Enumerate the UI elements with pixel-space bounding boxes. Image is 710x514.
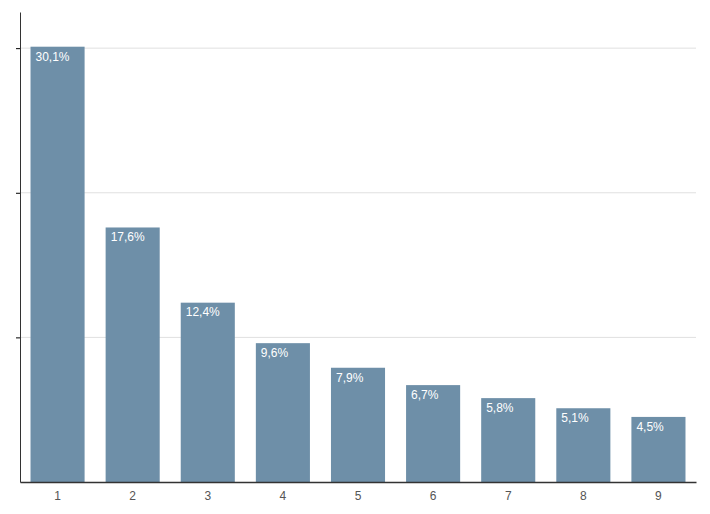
chart: 1 2 3 4 5 6 7 8 9 30,1% 17,6% 12,4% 9,6% 7,9% 6,7% 5,8%… [0, 0, 710, 514]
x-tick: 6 [430, 489, 437, 503]
bar [256, 343, 310, 482]
x-tick: 3 [204, 489, 211, 503]
grid-line [20, 192, 696, 193]
x-tick-label: 2 [129, 489, 136, 503]
x-axis: 1 2 3 4 5 6 7 8 9 [21, 483, 697, 503]
data-label: 6,7% [411, 388, 439, 402]
bar [406, 385, 460, 482]
y-tick [16, 48, 20, 49]
bar [181, 303, 235, 482]
x-tick-label: 3 [204, 489, 211, 503]
data-label: 17,6% [111, 230, 145, 244]
y-axis [16, 13, 21, 483]
x-tick: 1 [54, 489, 61, 503]
y-tick [16, 193, 20, 194]
plot-area: 1 2 3 4 5 6 7 8 9 30,1% 17,6% 12,4% 9,6% 7,9% 6,7% 5,8%… [16, 13, 697, 503]
y-tick-mark [16, 193, 20, 194]
x-tick-label: 5 [355, 489, 362, 503]
bar [481, 398, 535, 482]
x-tick-label: 6 [430, 489, 437, 503]
grid-line [20, 48, 696, 49]
x-tick: 9 [655, 489, 662, 503]
data-label: 30,1% [36, 50, 70, 64]
data-labels: 30,1% 17,6% 12,4% 9,6% 7,9% 6,7% 5,8% 5,1% 4,5% [36, 50, 665, 434]
x-tick-label: 4 [280, 489, 287, 503]
x-tick: 2 [129, 489, 136, 503]
y-tick-mark [16, 337, 20, 338]
x-tick-label: 8 [580, 489, 587, 503]
data-label: 4,5% [636, 420, 664, 434]
bar [556, 408, 610, 482]
bar [631, 417, 685, 482]
x-axis-line [21, 482, 697, 484]
data-label: 9,6% [261, 346, 289, 360]
x-tick: 7 [505, 489, 512, 503]
y-tick [16, 337, 20, 338]
bars [31, 47, 686, 482]
x-tick-label: 7 [505, 489, 512, 503]
data-label: 7,9% [336, 371, 364, 385]
x-tick: 4 [280, 489, 287, 503]
data-label: 5,8% [486, 401, 514, 415]
data-label: 5,1% [561, 411, 589, 425]
bar [331, 368, 385, 482]
x-tick-label: 1 [54, 489, 61, 503]
x-tick-label: 9 [655, 489, 662, 503]
y-axis-line [20, 13, 21, 483]
x-tick: 5 [355, 489, 362, 503]
bar [106, 227, 160, 482]
bar [31, 47, 85, 482]
x-tick: 8 [580, 489, 587, 503]
data-label: 12,4% [186, 305, 220, 319]
y-tick-mark [16, 48, 20, 49]
